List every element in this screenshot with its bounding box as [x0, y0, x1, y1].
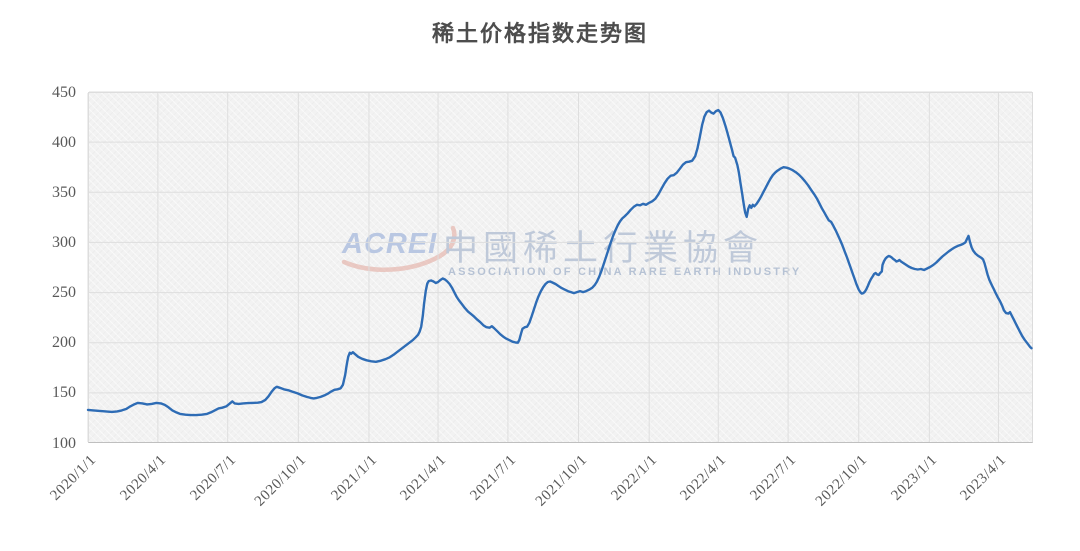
y-tick-label: 250 [52, 284, 76, 302]
y-tick-label: 400 [52, 133, 76, 151]
y-tick-label: 100 [52, 434, 76, 452]
chart-title: 稀土价格指数走势图 [431, 21, 648, 46]
y-tick-label: 450 [52, 83, 76, 101]
plot-area [88, 92, 1033, 443]
y-tick-label: 350 [52, 183, 76, 201]
y-tick-label: 300 [52, 233, 76, 251]
y-tick-label: 200 [52, 334, 76, 352]
price-index-line [86, 108, 1033, 417]
y-tick-label: 150 [52, 384, 76, 402]
